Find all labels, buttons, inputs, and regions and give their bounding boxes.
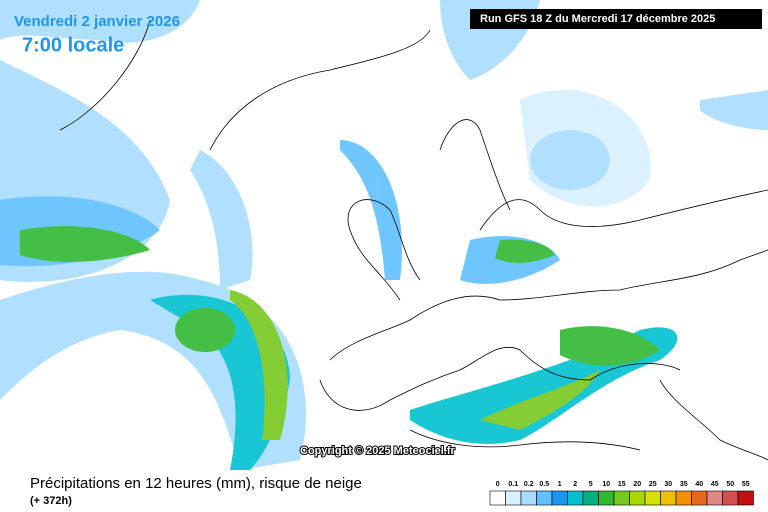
legend-swatch bbox=[675, 490, 692, 506]
legend-label: 55 bbox=[742, 481, 750, 488]
legend-swatch bbox=[536, 490, 553, 506]
legend-swatch bbox=[489, 490, 506, 506]
legend-label: 50 bbox=[726, 481, 734, 488]
legend-label: 45 bbox=[711, 481, 719, 488]
forecast-date: Vendredi 2 janvier 2026 bbox=[14, 13, 180, 30]
copyright: Copyright © 2025 Meteociel.fr bbox=[300, 445, 456, 457]
legend: 0 0.1 0.2 0.5 1 2 5 10 15 20 25 30 35 40 45 50 55 bbox=[489, 481, 754, 506]
legend-label: 40 bbox=[695, 481, 703, 488]
precipitation-field bbox=[0, 0, 768, 470]
legend-label: 1 bbox=[558, 481, 562, 488]
legend-swatch bbox=[706, 490, 723, 506]
legend-label: 35 bbox=[680, 481, 688, 488]
forecast-time: 7:00 locale bbox=[22, 34, 124, 56]
legend-swatch bbox=[644, 490, 661, 506]
legend-swatch bbox=[551, 490, 568, 506]
legend-label: 2 bbox=[573, 481, 577, 488]
legend-label: 15 bbox=[618, 481, 626, 488]
legend-swatch bbox=[598, 490, 615, 506]
legend-label: 0 bbox=[496, 481, 500, 488]
legend-swatch bbox=[737, 490, 754, 506]
coastlines bbox=[59, 19, 768, 461]
legend-swatch bbox=[520, 490, 537, 506]
footer-subtitle: (+ 372h) bbox=[30, 495, 72, 507]
run-banner bbox=[470, 9, 762, 29]
legend-swatch bbox=[629, 490, 646, 506]
legend-label: 0.1 bbox=[508, 481, 518, 488]
run-info: Run GFS 18 Z du Mercredi 17 décembre 202… bbox=[480, 13, 715, 25]
legend-label: 20 bbox=[633, 481, 641, 488]
legend-swatch bbox=[722, 490, 739, 506]
legend-swatch bbox=[505, 490, 522, 506]
legend-swatch bbox=[691, 490, 708, 506]
legend-swatch bbox=[567, 490, 584, 506]
legend-label: 5 bbox=[589, 481, 593, 488]
legend-label: 0.5 bbox=[539, 481, 549, 488]
legend-label: 10 bbox=[602, 481, 610, 488]
legend-swatch bbox=[582, 490, 599, 506]
legend-swatch bbox=[613, 490, 630, 506]
footer-title: Précipitations en 12 heures (mm), risque… bbox=[30, 475, 362, 492]
legend-label: 30 bbox=[664, 481, 672, 488]
legend-label: 0.2 bbox=[524, 481, 534, 488]
legend-swatch bbox=[660, 490, 677, 506]
legend-label: 25 bbox=[649, 481, 657, 488]
